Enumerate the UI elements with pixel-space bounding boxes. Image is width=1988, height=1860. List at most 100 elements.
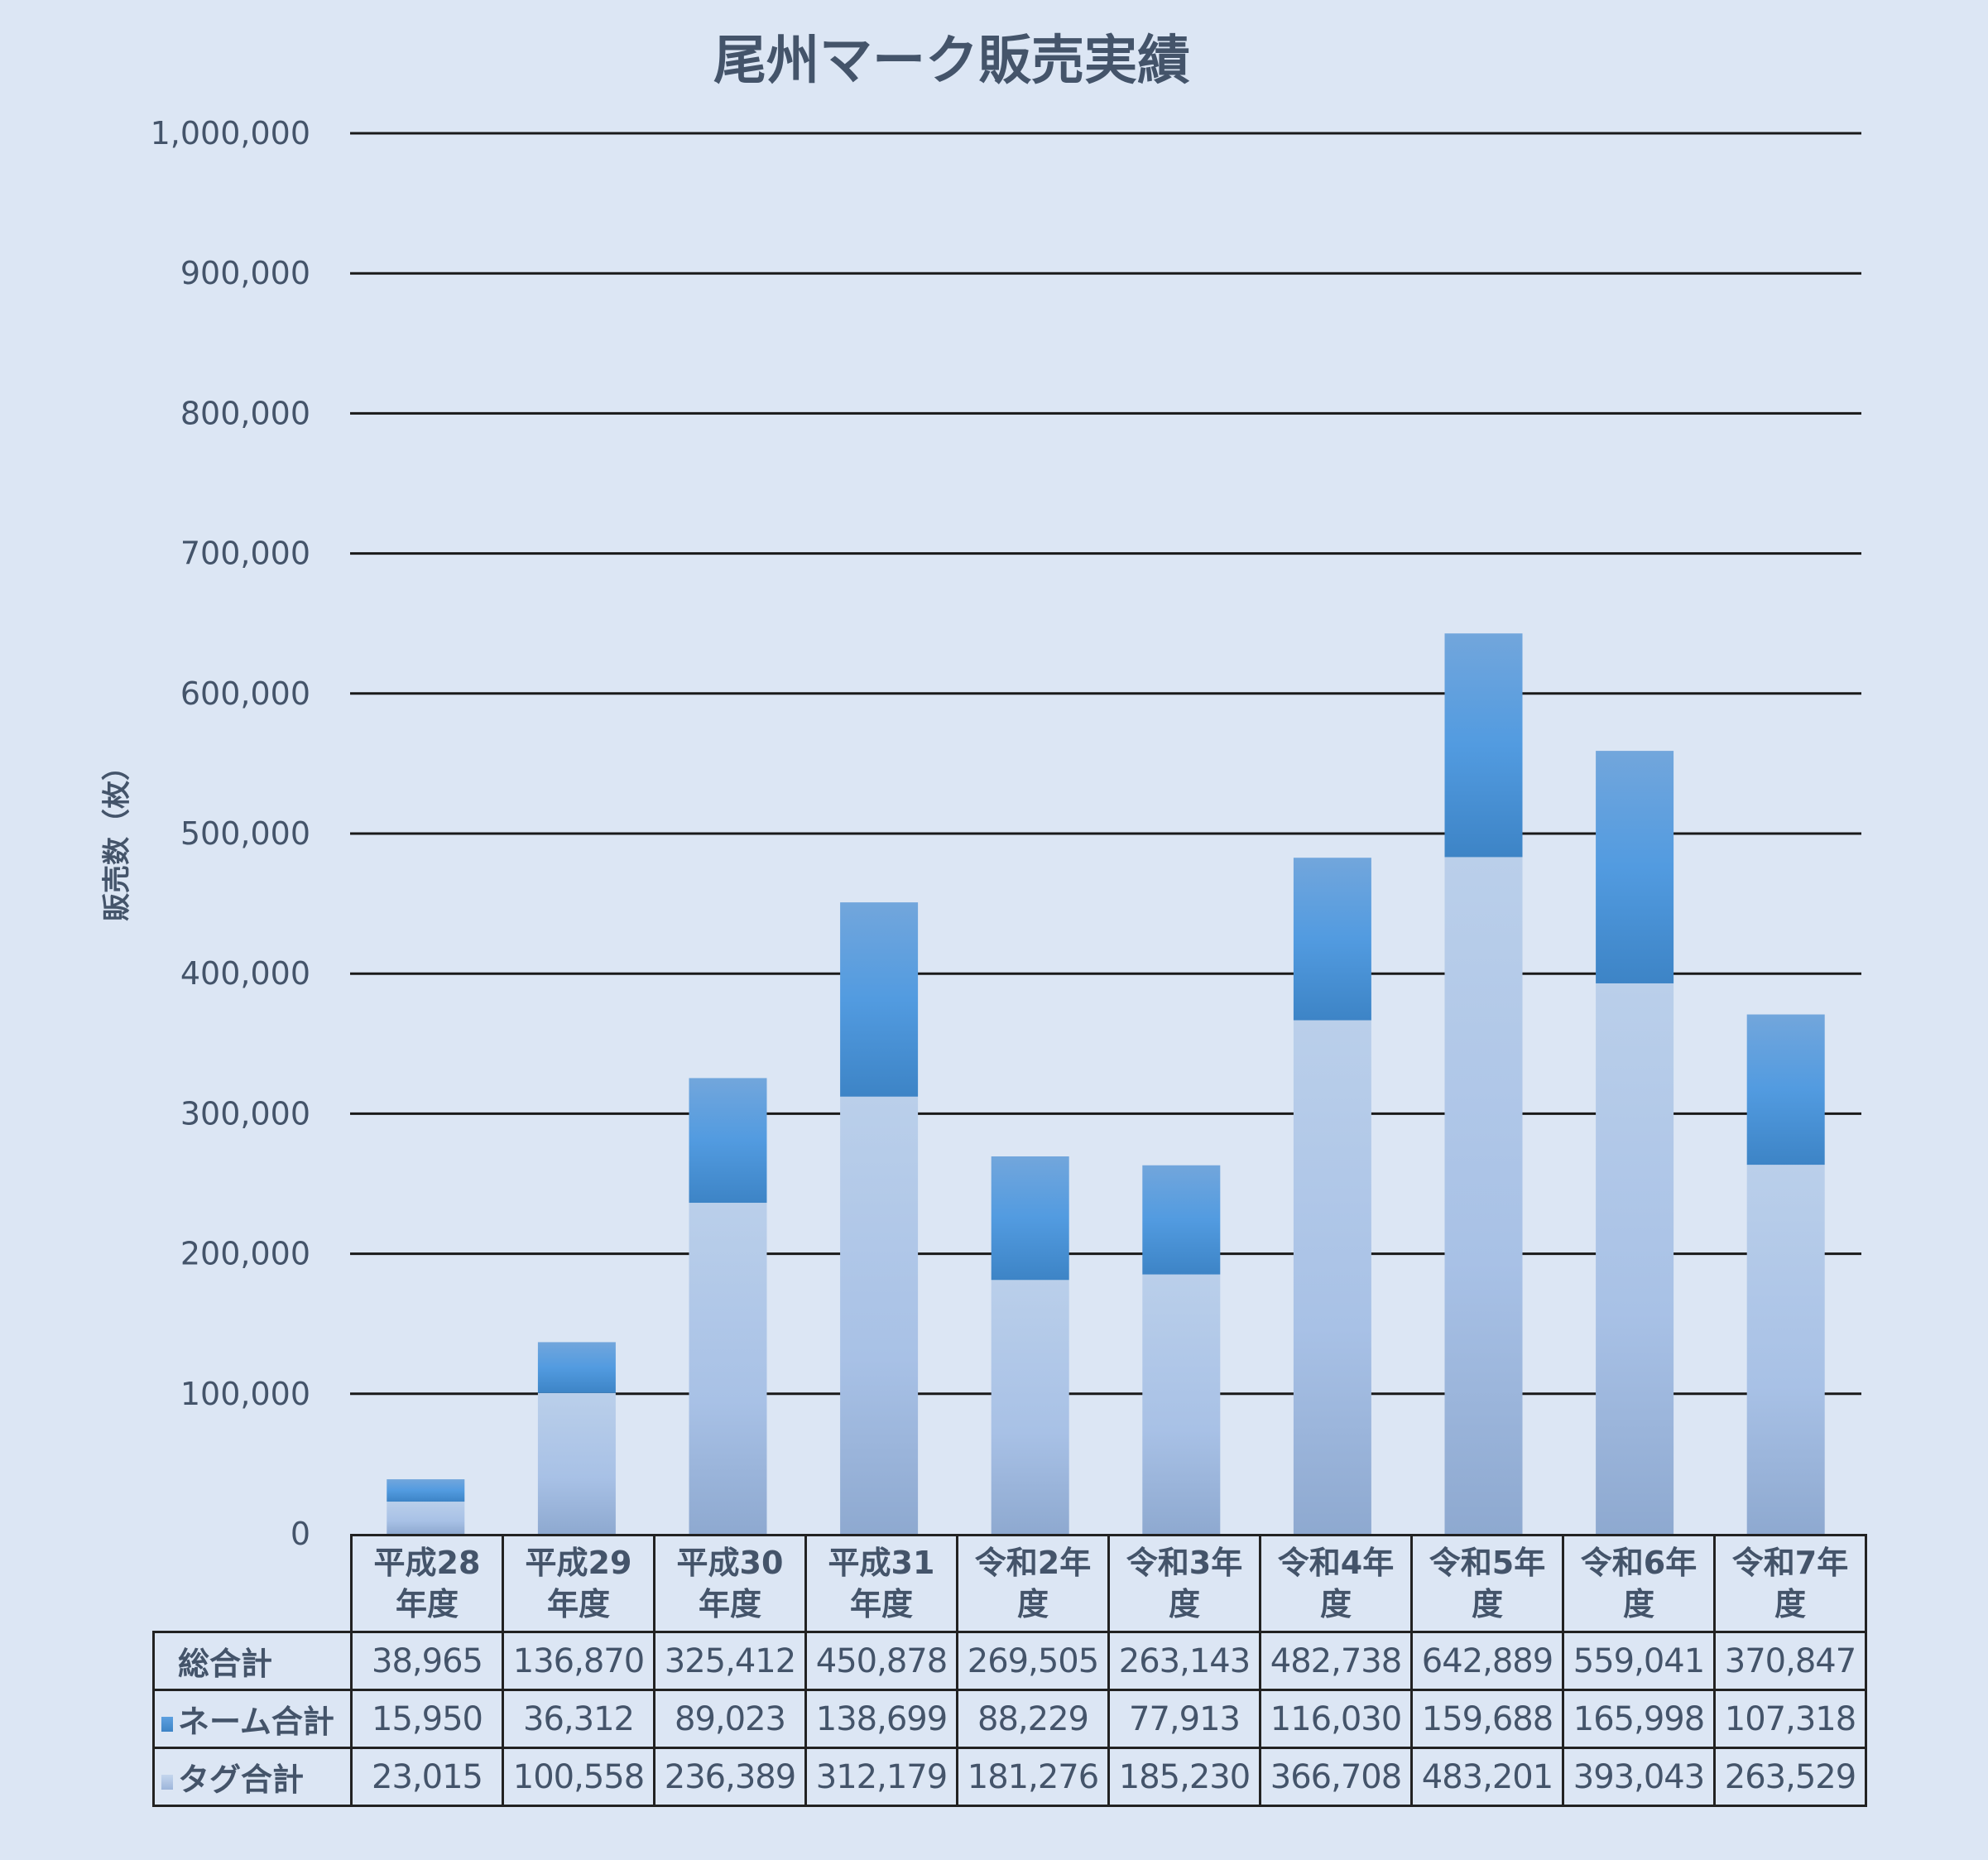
data-cell: 136,870: [502, 1631, 655, 1691]
data-cell: 393,043: [1562, 1747, 1716, 1807]
row-label-text: 総合計: [178, 1646, 273, 1682]
legend-name: ネーム合計: [152, 1689, 353, 1749]
category-label-line: 令和7年: [1731, 1545, 1849, 1581]
category-label-line: 度: [1774, 1586, 1806, 1622]
bar-name: [1444, 633, 1523, 858]
bar-tag: [1142, 1274, 1221, 1534]
bar-tag: [689, 1203, 767, 1534]
row-label-text: ネーム合計: [178, 1704, 334, 1740]
category-label-line: 度: [1319, 1586, 1352, 1622]
row-label-total: 総合計: [152, 1631, 353, 1691]
data-cell: 116,030: [1259, 1689, 1413, 1749]
category-label-line: 年度: [698, 1586, 761, 1622]
category-label-line: 年度: [849, 1586, 913, 1622]
bar-tag: [1444, 857, 1523, 1534]
bar-name: [1596, 751, 1674, 983]
y-tick-label: 300,000: [180, 1095, 310, 1132]
data-cell: 38,965: [350, 1631, 504, 1691]
category-label-line: 令和6年: [1580, 1545, 1697, 1581]
category-label-line: 令和4年: [1277, 1545, 1395, 1581]
bar-name: [537, 1342, 616, 1393]
category-label: 平成29 年度: [502, 1534, 655, 1633]
y-tick-label: 100,000: [180, 1376, 310, 1412]
bar-name: [689, 1078, 767, 1204]
category-label-line: 度: [1471, 1586, 1503, 1622]
data-cell: 36,312: [502, 1689, 655, 1749]
category-label-line: 年度: [546, 1586, 610, 1622]
legend-tag: タグ合計: [152, 1747, 353, 1807]
category-label-line: 年度: [395, 1586, 459, 1622]
data-cell: 325,412: [653, 1631, 807, 1691]
category-label-line: 平成31: [828, 1545, 935, 1581]
table-corner: [153, 1535, 353, 1633]
data-cell: 312,179: [804, 1747, 958, 1807]
data-cell: 107,318: [1713, 1689, 1867, 1749]
category-label-line: 度: [1168, 1586, 1200, 1622]
category-label-line: 令和2年: [974, 1545, 1092, 1581]
data-cell: 89,023: [653, 1689, 807, 1749]
category-label: 平成30 年度: [653, 1534, 807, 1633]
category-label-line: 平成29: [525, 1545, 632, 1581]
chart-title: 尾州マーク販売実績: [713, 31, 1190, 92]
bar-tag: [1293, 1020, 1371, 1534]
y-tick-label: 500,000: [180, 815, 310, 852]
data-cell: 138,699: [804, 1689, 958, 1749]
data-cell: 100,558: [502, 1747, 655, 1807]
bar-name: [1293, 858, 1371, 1021]
bar-name: [1746, 1014, 1825, 1166]
row-label-text: タグ合計: [178, 1761, 305, 1798]
bar-name: [387, 1479, 465, 1502]
category-label-line: 度: [1622, 1586, 1654, 1622]
bar-tag: [840, 1096, 919, 1534]
y-tick-label: 1,000,000: [151, 115, 310, 151]
y-tick-label: 400,000: [180, 955, 310, 992]
category-label-line: 令和3年: [1126, 1545, 1243, 1581]
bar-tag: [1596, 983, 1674, 1534]
data-cell: 181,276: [956, 1747, 1110, 1807]
data-cell: 15,950: [350, 1689, 504, 1749]
bar-name: [840, 902, 919, 1097]
data-cell: 482,738: [1259, 1631, 1413, 1691]
category-label-line: 度: [1016, 1586, 1049, 1622]
data-cell: 159,688: [1410, 1689, 1564, 1749]
bar-name: [1142, 1165, 1221, 1275]
data-cell: 263,143: [1107, 1631, 1261, 1691]
data-cell: 269,505: [956, 1631, 1110, 1691]
category-label: 令和3年度: [1107, 1534, 1261, 1633]
category-label: 令和2年度: [956, 1534, 1110, 1633]
category-label: 令和7年度: [1713, 1534, 1867, 1633]
data-table: 平成28 年度 平成29 年度 平成30 年度 平成31 年度 令和2年度令和3年度令和4年度令…: [152, 1534, 1867, 1807]
category-label: 平成28 年度: [350, 1534, 504, 1633]
category-label: 令和5年度: [1410, 1534, 1564, 1633]
data-cell: 77,913: [1107, 1689, 1261, 1749]
y-tick-label: 900,000: [180, 255, 310, 291]
data-cell: 165,998: [1562, 1689, 1716, 1749]
data-cell: 23,015: [350, 1747, 504, 1807]
data-cell: 370,847: [1713, 1631, 1867, 1691]
category-label-line: 令和5年: [1429, 1545, 1546, 1581]
y-tick-label: 800,000: [180, 395, 310, 431]
data-cell: 642,889: [1410, 1631, 1564, 1691]
data-cell: 263,529: [1713, 1747, 1867, 1807]
data-cell: 559,041: [1562, 1631, 1716, 1691]
y-tick-label: 700,000: [180, 536, 310, 572]
data-cell: 88,229: [956, 1689, 1110, 1749]
data-cell: 366,708: [1259, 1747, 1413, 1807]
category-label: 平成31 年度: [804, 1534, 958, 1633]
data-cell: 450,878: [804, 1631, 958, 1691]
category-label: 令和4年度: [1259, 1534, 1413, 1633]
category-label-line: 平成30: [676, 1545, 784, 1581]
category-label: 令和6年度: [1562, 1534, 1716, 1633]
data-cell: 483,201: [1410, 1747, 1564, 1807]
y-tick-label: 200,000: [180, 1236, 310, 1272]
legend-key-name: [161, 1716, 173, 1732]
bar-tag: [991, 1280, 1069, 1534]
category-label-line: 平成28: [373, 1545, 481, 1581]
bar-name: [991, 1156, 1069, 1281]
bar-tag: [1746, 1165, 1825, 1534]
bar-tag: [387, 1502, 465, 1534]
bar-tag: [537, 1392, 616, 1534]
data-cell: 236,389: [653, 1747, 807, 1807]
legend-key-tag: [161, 1774, 173, 1790]
